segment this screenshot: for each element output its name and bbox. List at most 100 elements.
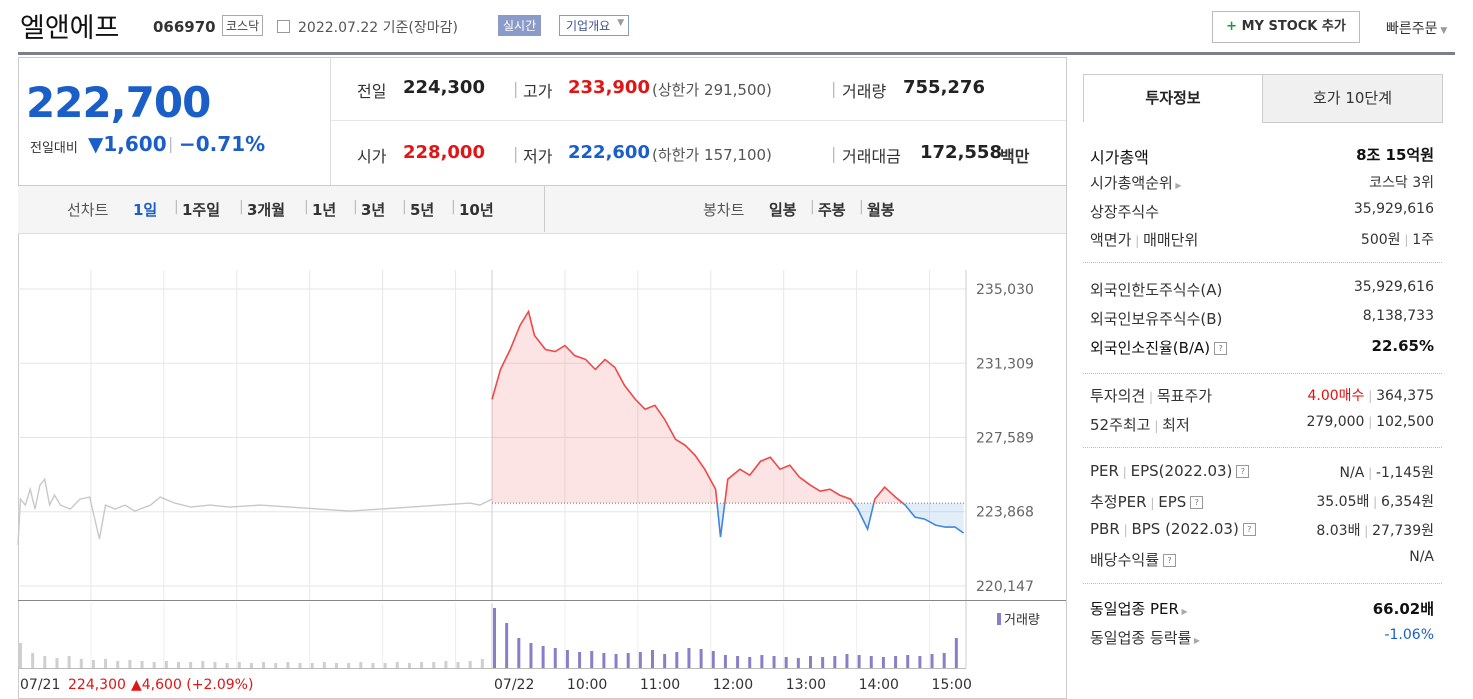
info-label: 외국인한도주식수(A) <box>1090 279 1222 300</box>
period-button[interactable]: 3개월 <box>247 201 286 219</box>
volume-bar <box>43 656 47 668</box>
value-text: N/A <box>1339 465 1365 481</box>
volume-bar <box>407 663 411 668</box>
value-text: 66.02배 <box>1372 600 1434 618</box>
tab[interactable]: 호가 10단계 <box>1262 74 1443 123</box>
label-text: EPS <box>1158 493 1187 511</box>
label-text: 목표주가 <box>1156 387 1213 405</box>
section-divider <box>1083 447 1442 448</box>
company-dropdown[interactable]: 기업개요 ▼ <box>559 15 630 36</box>
info-label: 52주최고 | 최저 <box>1090 414 1190 435</box>
sep: | <box>353 199 358 215</box>
sep: | <box>513 144 519 163</box>
value-text: 27,739원 <box>1372 523 1434 539</box>
period-button[interactable]: 3년 <box>361 201 386 219</box>
arrow-icon: ▶ <box>1178 607 1188 616</box>
quote-value: 755,276 <box>903 77 985 98</box>
info-label: 추정PER | EPS? <box>1090 491 1204 512</box>
volume-bar <box>675 652 679 668</box>
period-button[interactable]: 월봉 <box>867 201 895 219</box>
label-text: 투자의견 <box>1090 387 1146 405</box>
quote-label: 전일 <box>357 82 387 101</box>
help-icon[interactable]: ? <box>1214 342 1228 355</box>
price-line-below <box>716 503 965 538</box>
legend-label: 거래량 <box>1004 613 1040 628</box>
volume-bar <box>213 662 217 668</box>
volume-bar <box>347 663 351 668</box>
info-label: 상장주식수 <box>1090 201 1159 222</box>
mystock-button[interactable]: + MY STOCK 추가 <box>1212 11 1360 43</box>
volume-bar <box>104 659 108 668</box>
label-text: 최저 <box>1162 416 1190 434</box>
volume-bar <box>784 657 788 668</box>
quote-value: 222,600 <box>568 142 650 163</box>
label-text: 상장주식수 <box>1090 203 1160 221</box>
volume-bar <box>164 661 168 668</box>
y-tick-label: 235,030 <box>976 282 1034 298</box>
divider <box>544 186 545 232</box>
area-above <box>492 311 964 504</box>
info-row: PER | EPS(2022.03)? N/A | -1,145원 <box>1090 462 1434 488</box>
label-text: BPS (2022.03) <box>1131 520 1239 538</box>
volume-bar <box>881 657 885 668</box>
sep: | <box>1150 419 1163 433</box>
section-divider <box>1083 583 1442 584</box>
volume-bar <box>91 660 95 668</box>
sep: | <box>1145 390 1157 404</box>
volume-bar <box>359 662 363 668</box>
section-divider <box>1083 373 1442 374</box>
info-row: 시가총액 8조 15억원 <box>1090 144 1434 170</box>
label-text: 동일업종 등락률 <box>1090 629 1192 647</box>
help-icon[interactable]: ? <box>1242 523 1256 536</box>
info-value: 8,138,733 <box>1363 308 1434 324</box>
sep: | <box>304 199 309 215</box>
change-value: ▼1,600 <box>88 132 167 156</box>
quote-value: 233,900 <box>568 77 650 98</box>
info-row: 동일업종 PER ▶ 66.02배 <box>1090 598 1434 624</box>
info-label: 동일업종 등락률 ▶ <box>1090 627 1200 648</box>
help-icon[interactable]: ? <box>1190 496 1204 509</box>
period-button[interactable]: 5년 <box>410 201 435 219</box>
volume-bar <box>116 661 120 668</box>
volume-bar <box>894 656 898 668</box>
period-button[interactable]: 10년 <box>459 201 494 219</box>
info-value: 8.03배 | 27,739원 <box>1316 520 1434 540</box>
info-value: -1.06% <box>1384 627 1434 643</box>
volume-bar <box>79 659 83 668</box>
label-text: 추정PER <box>1090 493 1147 511</box>
mystock-label: MY STOCK 추가 <box>1241 19 1346 34</box>
volume-bar <box>189 662 193 668</box>
period-button[interactable]: 일봉 <box>769 201 797 219</box>
volume-bar <box>723 655 727 668</box>
info-row: 시가총액순위 ▶ 코스닥 3위 <box>1090 172 1434 198</box>
value-text: 코스닥 3위 <box>1369 175 1434 191</box>
volume-bar <box>833 656 837 668</box>
quote-label: 시가 <box>357 147 387 166</box>
period-button[interactable]: 1년 <box>312 201 337 219</box>
info-label: PER | EPS(2022.03)? <box>1090 462 1250 480</box>
stock-name: 엘앤에프 <box>20 13 120 44</box>
period-button[interactable]: 1일 <box>133 201 158 219</box>
help-icon[interactable]: ? <box>1163 554 1177 567</box>
value-text: -1.06% <box>1384 627 1434 643</box>
volume-bar <box>310 663 314 668</box>
x-tick-label: 07/22 <box>494 677 534 691</box>
sep: | <box>1400 233 1413 247</box>
info-row: 액면가 | 매매단위 500원 | 1주 <box>1090 229 1434 255</box>
quick-order[interactable]: 빠른주문 ▼ <box>1386 18 1447 38</box>
change-rate: −0.71% <box>179 132 266 156</box>
divider <box>330 57 331 185</box>
value-text: 35,929,616 <box>1353 201 1434 217</box>
label-text: PBR <box>1090 520 1120 538</box>
volume-bar <box>930 654 934 668</box>
period-button[interactable]: 1주일 <box>182 201 221 219</box>
realtime-badge[interactable]: 실시간 <box>498 15 542 36</box>
help-icon[interactable]: ? <box>1236 465 1250 478</box>
volume-bar <box>748 657 752 668</box>
volume-bar <box>19 643 22 668</box>
value-text: 364,375 <box>1376 388 1434 404</box>
sep: | <box>859 199 864 215</box>
volume-bar <box>541 646 545 668</box>
period-button[interactable]: 주봉 <box>818 201 846 219</box>
quick-label: 빠른주문 <box>1386 21 1438 37</box>
